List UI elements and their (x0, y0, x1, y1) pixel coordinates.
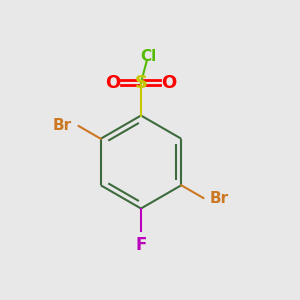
Text: O: O (106, 74, 121, 92)
Text: Br: Br (53, 118, 72, 133)
Text: Br: Br (210, 191, 229, 206)
Text: S: S (134, 74, 148, 92)
Text: Cl: Cl (140, 49, 157, 64)
Text: F: F (135, 236, 147, 254)
Text: O: O (161, 74, 176, 92)
